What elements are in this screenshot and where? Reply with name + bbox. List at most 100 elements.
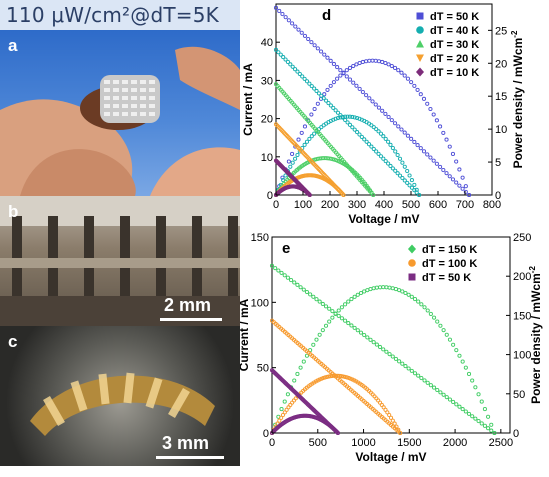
- x-tick-label: 2000: [443, 437, 467, 449]
- power-point: [371, 125, 376, 130]
- power-point: [492, 430, 497, 436]
- iv-point: [486, 426, 491, 431]
- power-point: [460, 359, 465, 364]
- iv-point: [367, 96, 372, 101]
- series-1: [269, 318, 403, 436]
- iv-point: [388, 163, 393, 169]
- iv-point: [309, 84, 314, 89]
- iv-point: [438, 390, 443, 395]
- iv-point: [412, 371, 418, 376]
- x-tick-label: 400: [375, 199, 393, 211]
- power-point: [396, 68, 401, 73]
- power-point: [321, 376, 326, 381]
- power-point: [397, 288, 402, 293]
- panel-b-label: b: [8, 202, 19, 221]
- scale-label-c: 3 mm: [162, 433, 210, 453]
- iv-point: [304, 289, 309, 295]
- power-point: [320, 328, 325, 333]
- iv-point: [283, 57, 288, 62]
- iv-point: [359, 134, 364, 139]
- photo-c: c 3 mm: [0, 326, 240, 466]
- iv-point: [289, 278, 294, 283]
- iv-point: [349, 323, 354, 328]
- iv-point: [421, 149, 427, 154]
- power-point: [399, 70, 404, 75]
- power-point: [473, 385, 478, 390]
- power-point: [390, 286, 395, 291]
- power-point: [322, 92, 327, 97]
- power-point: [337, 373, 342, 378]
- iv-point: [331, 105, 336, 110]
- iv-point: [381, 156, 386, 161]
- power-point: [344, 68, 349, 73]
- power-point: [457, 353, 462, 358]
- iv-point: [315, 46, 320, 51]
- panel-c-label: c: [8, 332, 18, 351]
- power-point: [339, 305, 344, 310]
- x-tick-label: 600: [429, 199, 447, 211]
- iv-point: [298, 285, 303, 290]
- power-point: [333, 311, 338, 317]
- iv-point: [355, 130, 360, 135]
- power-point: [312, 131, 317, 136]
- series-4: [273, 158, 312, 198]
- power-point: [450, 151, 456, 156]
- power-point: [290, 160, 295, 165]
- power-point: [280, 175, 285, 180]
- power-point: [438, 323, 443, 328]
- power-point: [393, 149, 398, 154]
- iv-point: [428, 383, 433, 388]
- iv-point: [373, 102, 378, 107]
- power-point: [314, 337, 319, 342]
- power-point: [428, 106, 433, 112]
- power-point: [282, 399, 287, 404]
- power-point: [388, 142, 393, 147]
- iv-point: [299, 30, 304, 35]
- iv-point: [454, 180, 459, 185]
- power-point: [386, 139, 391, 144]
- iv-point: [319, 49, 324, 54]
- power-point: [277, 418, 282, 423]
- iv-point: [269, 263, 275, 268]
- title-strip: 110 μW/cm²@dT=5K: [0, 0, 240, 30]
- iv-point: [331, 61, 336, 67]
- power-point: [466, 371, 472, 377]
- power-point: [400, 289, 405, 294]
- power-point: [325, 87, 330, 92]
- power-point: [454, 348, 459, 353]
- iv-point: [281, 55, 286, 60]
- power-point: [447, 337, 452, 342]
- photo-b: b 2 mm: [0, 196, 240, 326]
- power-point: [338, 115, 343, 120]
- iv-point: [371, 340, 376, 345]
- power-point: [282, 410, 287, 415]
- legend-marker: [416, 67, 424, 77]
- power-point: [415, 87, 420, 92]
- iv-point: [322, 52, 327, 57]
- power-point: [466, 192, 472, 198]
- iv-point: [309, 40, 314, 45]
- power-point: [374, 127, 379, 132]
- iv-point: [293, 24, 298, 29]
- iv-point: [278, 52, 283, 57]
- power-point: [435, 319, 440, 324]
- iv-point: [302, 33, 308, 38]
- iv-point: [403, 364, 408, 369]
- power-point: [380, 59, 385, 65]
- iv-point: [319, 93, 324, 98]
- iv-point: [355, 328, 360, 333]
- iv-point: [409, 185, 414, 190]
- y-tick-label: 10: [261, 152, 273, 164]
- power-point: [392, 421, 397, 426]
- iv-point: [416, 373, 421, 378]
- scale-label-b: 2 mm: [164, 295, 212, 315]
- photo-b-illustration: [0, 196, 240, 326]
- iv-point: [419, 375, 424, 381]
- iv-point: [479, 421, 484, 426]
- iv-point: [383, 159, 388, 164]
- power-point: [463, 184, 468, 189]
- iv-point: [476, 418, 481, 424]
- power-point: [489, 422, 494, 427]
- power-point: [425, 308, 430, 313]
- power-point: [383, 60, 388, 66]
